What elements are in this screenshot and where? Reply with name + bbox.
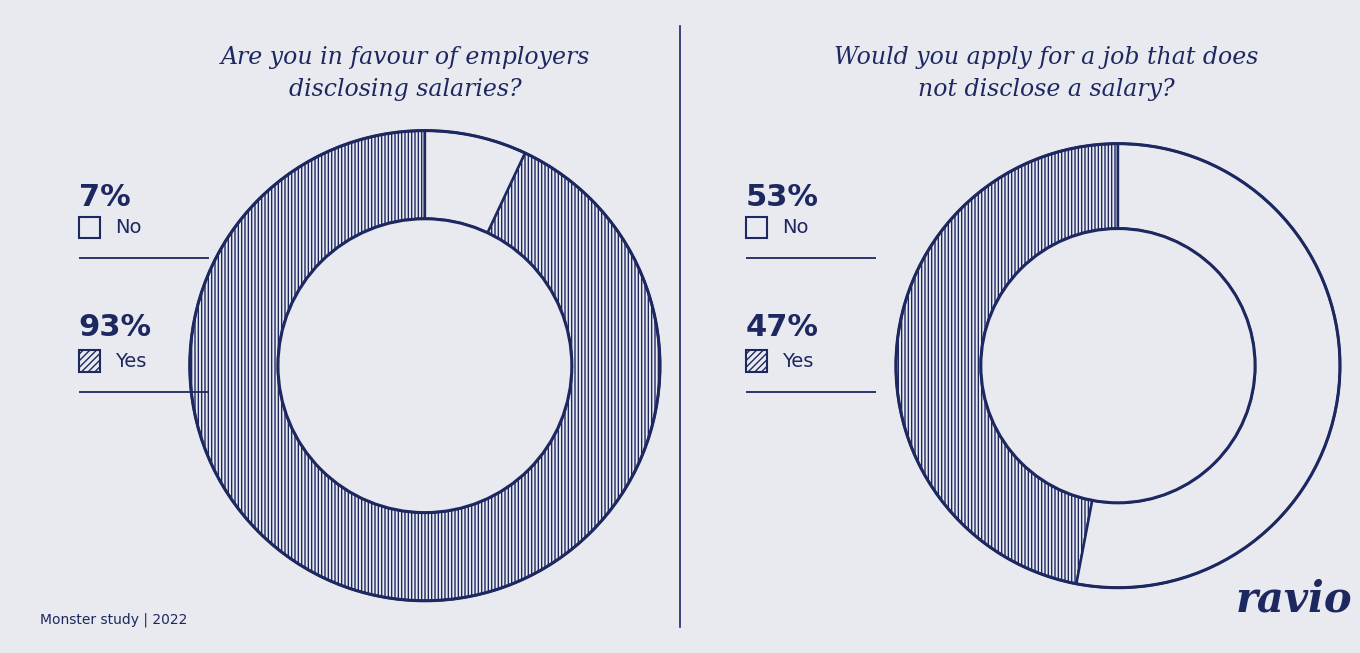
Text: No: No	[114, 218, 141, 238]
FancyBboxPatch shape	[745, 351, 767, 372]
Text: No: No	[782, 218, 808, 238]
FancyBboxPatch shape	[79, 351, 99, 372]
Text: 53%: 53%	[745, 183, 819, 212]
Circle shape	[277, 219, 571, 513]
Text: ravio: ravio	[1236, 579, 1353, 620]
FancyBboxPatch shape	[745, 217, 767, 238]
Text: Yes: Yes	[114, 352, 146, 372]
Text: Would you apply for a job that does
not disclose a salary?: Would you apply for a job that does not …	[834, 46, 1258, 101]
Wedge shape	[190, 131, 660, 601]
Wedge shape	[896, 144, 1118, 584]
Wedge shape	[424, 131, 525, 232]
Text: 93%: 93%	[79, 313, 152, 342]
Text: Monster study | 2022: Monster study | 2022	[39, 613, 186, 627]
Text: 7%: 7%	[79, 183, 131, 212]
Wedge shape	[1076, 144, 1340, 588]
Text: Are you in favour of employers
disclosing salaries?: Are you in favour of employers disclosin…	[220, 46, 590, 101]
Text: Yes: Yes	[782, 352, 813, 372]
FancyBboxPatch shape	[79, 217, 99, 238]
Circle shape	[981, 229, 1255, 503]
Text: 47%: 47%	[745, 313, 819, 342]
